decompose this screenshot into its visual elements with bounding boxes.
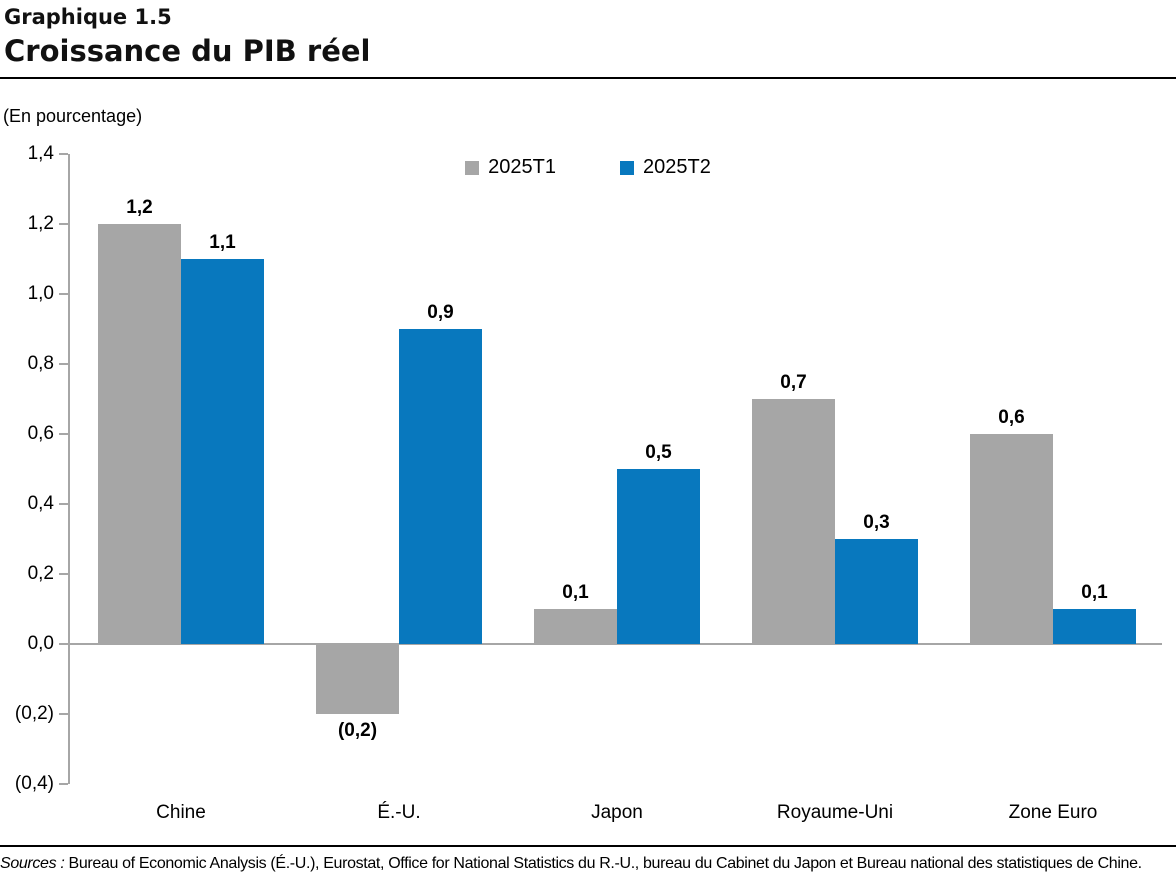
chart-legend: 2025T1 2025T2 bbox=[0, 156, 1176, 179]
bar-2025T2-Chine bbox=[181, 259, 264, 644]
bar-value-label: 0,1 bbox=[1081, 582, 1108, 603]
legend-item: 2025T2 bbox=[620, 156, 711, 179]
y-axis-line bbox=[68, 154, 70, 784]
y-axis-tick bbox=[59, 223, 68, 225]
sources-text: Bureau of Economic Analysis (É.-U.), Eur… bbox=[64, 855, 1143, 872]
bar-2025T1-Japon bbox=[534, 609, 617, 644]
y-axis-tick-label: 0,0 bbox=[27, 633, 54, 654]
x-category-label: Royaume-Uni bbox=[776, 802, 894, 823]
bar-value-label: 0,1 bbox=[562, 582, 589, 603]
x-category-label: Japon bbox=[591, 802, 643, 823]
y-axis-tick-label: 0,8 bbox=[27, 353, 54, 374]
y-axis-tick bbox=[59, 713, 68, 715]
y-axis-tick bbox=[59, 433, 68, 435]
y-axis-tick-label: 0,6 bbox=[27, 423, 54, 444]
legend-swatch-icon bbox=[465, 160, 480, 175]
x-category-label: É.-U. bbox=[377, 802, 421, 823]
bar-value-label: 0,9 bbox=[427, 302, 454, 323]
sources-label: Sources : bbox=[0, 855, 65, 872]
legend-item: 2025T1 bbox=[465, 156, 556, 179]
y-axis-tick bbox=[59, 783, 68, 785]
x-category-label: Zone Euro bbox=[1008, 802, 1098, 823]
y-axis-tick-label: 1,4 bbox=[27, 143, 54, 164]
chart-header: Graphique 1.5 Croissance du PIB réel bbox=[4, 4, 1176, 70]
bar-value-label: 0,3 bbox=[863, 512, 890, 533]
bar-2025T2-Zone Euro bbox=[1053, 609, 1136, 644]
title-divider bbox=[0, 77, 1176, 79]
bar-value-label: 0,6 bbox=[998, 407, 1025, 428]
sources-note: Sources : Bureau of Economic Analysis (É… bbox=[0, 855, 1176, 873]
axis-unit-label: (En pourcentage) bbox=[3, 106, 143, 126]
y-axis-tick-label: (0,2) bbox=[14, 703, 54, 724]
y-axis-tick bbox=[59, 643, 68, 645]
bar-2025T2-Japon bbox=[617, 469, 700, 644]
page-title: Croissance du PIB réel bbox=[4, 34, 371, 69]
legend-swatch-icon bbox=[620, 160, 634, 175]
y-axis-tick-label: 0,2 bbox=[27, 563, 54, 584]
y-axis-tick bbox=[59, 293, 68, 295]
y-axis-tick-label: 1,2 bbox=[27, 213, 54, 234]
x-category-label: Chine bbox=[156, 802, 206, 823]
legend-label: 2025T2 bbox=[643, 156, 711, 178]
bar-value-label: 0,7 bbox=[780, 372, 807, 393]
bar-2025T1-Royaume-Uni bbox=[752, 399, 835, 644]
y-axis-tick-label: 1,0 bbox=[27, 283, 54, 304]
bar-2025T1-É.-U. bbox=[316, 644, 399, 714]
bar-value-label: (0,2) bbox=[337, 720, 378, 741]
bar-value-label: 1,2 bbox=[126, 197, 153, 218]
bar-2025T1-Zone Euro bbox=[970, 434, 1053, 644]
bar-2025T2-Royaume-Uni bbox=[835, 539, 918, 644]
y-axis-tick bbox=[59, 363, 68, 365]
y-axis-tick bbox=[59, 503, 68, 505]
y-axis-tick bbox=[59, 153, 68, 155]
bar-value-label: 1,1 bbox=[209, 232, 236, 253]
bar-value-label: 0,5 bbox=[645, 442, 672, 463]
y-axis-tick-label: (0,4) bbox=[14, 773, 54, 794]
zero-baseline bbox=[68, 643, 1162, 645]
chart-kicker: Graphique 1.5 bbox=[4, 5, 172, 29]
legend-label: 2025T1 bbox=[488, 156, 556, 178]
y-axis-tick bbox=[59, 573, 68, 575]
footer-divider bbox=[0, 845, 1176, 847]
y-axis-tick-label: 0,4 bbox=[27, 493, 54, 514]
bar-2025T1-Chine bbox=[98, 224, 181, 644]
bar-2025T2-É.-U. bbox=[399, 329, 482, 644]
